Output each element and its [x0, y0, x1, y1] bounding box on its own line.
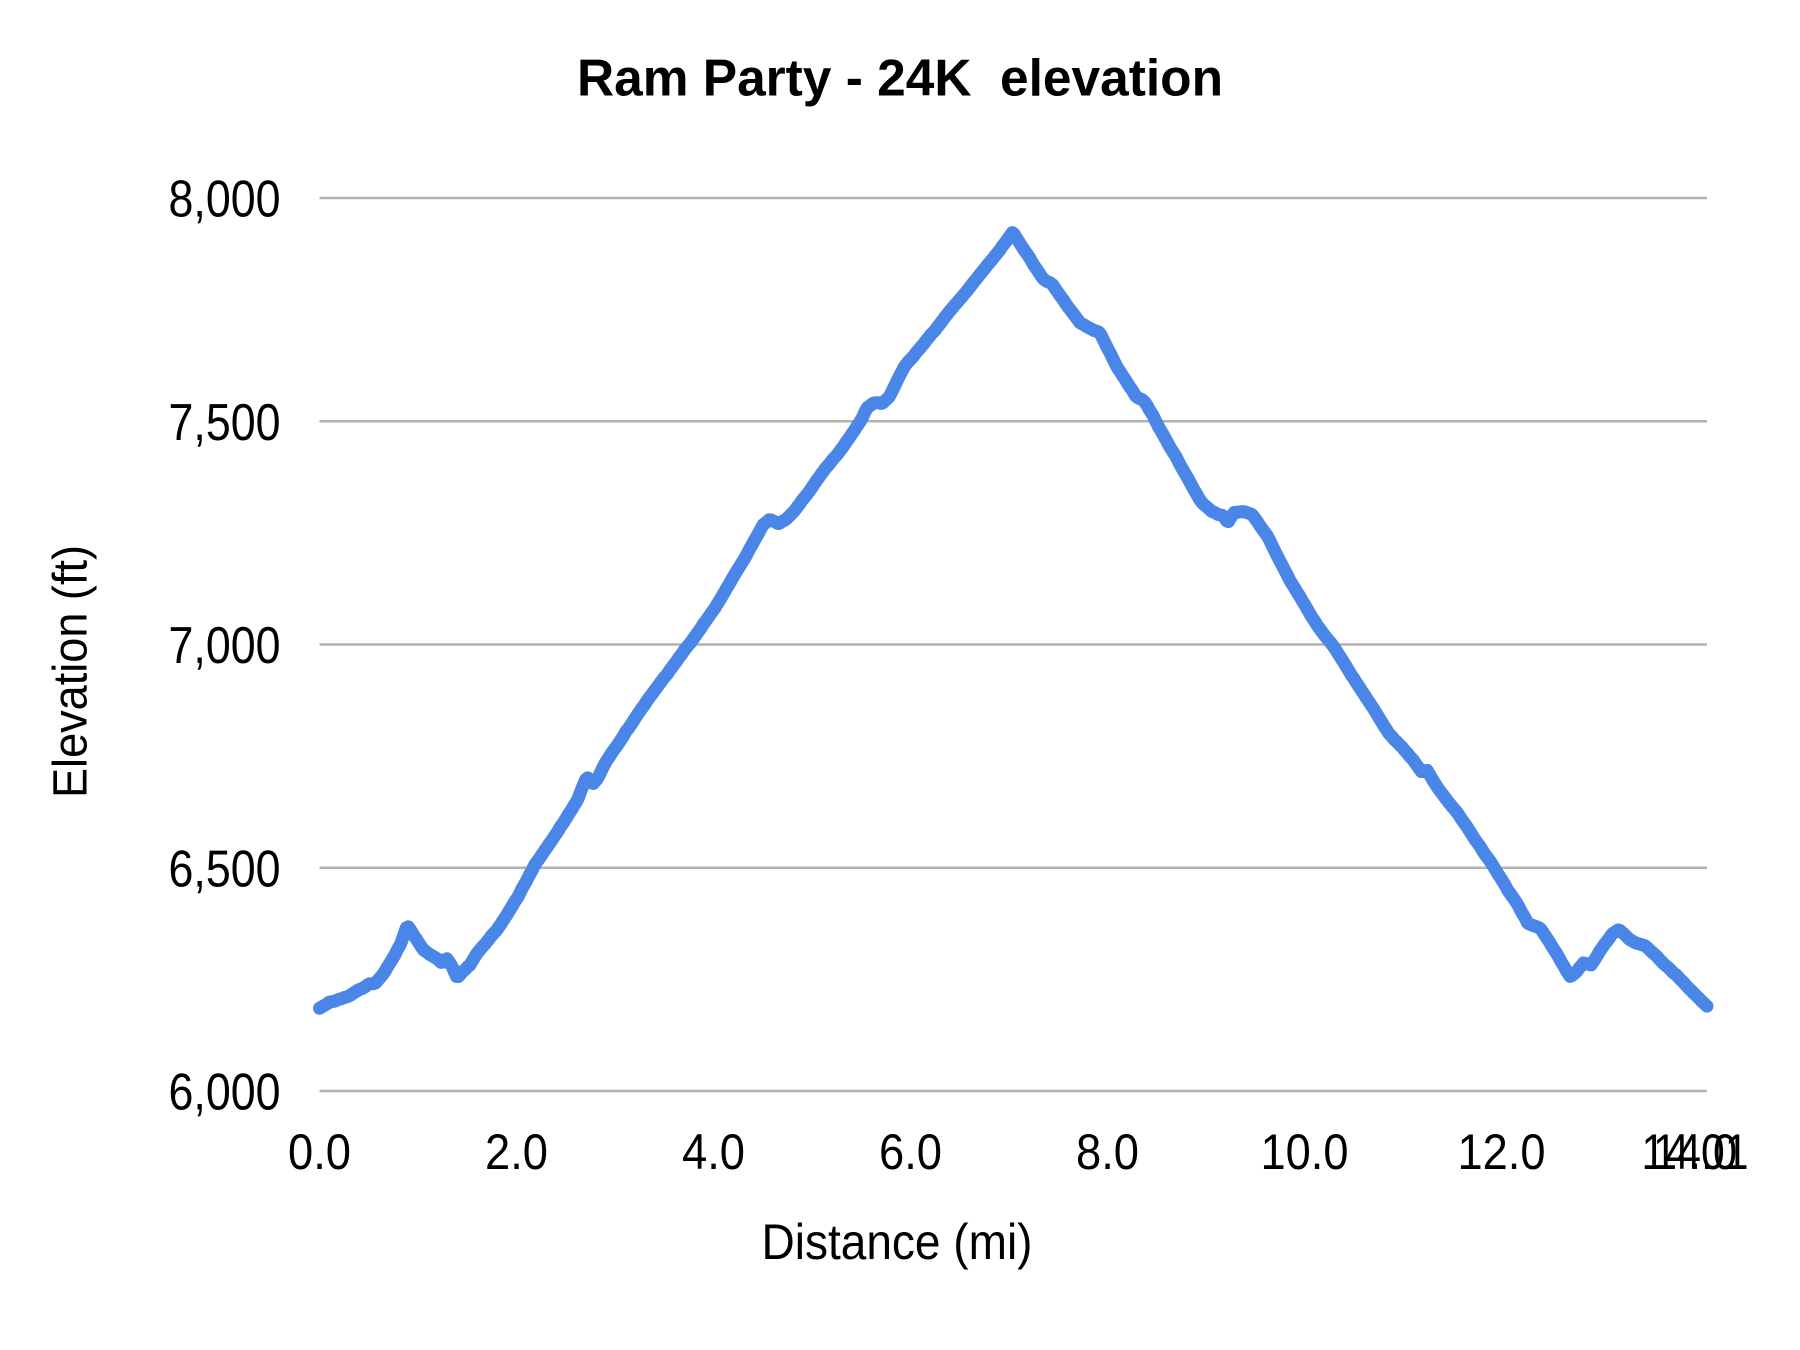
svg-text:6,000: 6,000: [169, 1064, 281, 1122]
svg-text:7,500: 7,500: [169, 394, 281, 452]
svg-text:12.0: 12.0: [1458, 1124, 1546, 1180]
svg-text:14.01: 14.01: [1642, 1124, 1749, 1180]
svg-text:2.0: 2.0: [485, 1124, 548, 1180]
svg-text:6.0: 6.0: [879, 1124, 942, 1180]
svg-text:14.0: 14.0: [1653, 1124, 1737, 1180]
svg-text:Distance (mi): Distance (mi): [762, 1214, 1033, 1270]
svg-text:4.0: 4.0: [682, 1124, 745, 1180]
svg-text:6,500: 6,500: [169, 840, 281, 898]
svg-text:0.0: 0.0: [288, 1124, 351, 1180]
svg-text:7,000: 7,000: [169, 617, 281, 675]
svg-text:10.0: 10.0: [1261, 1124, 1349, 1180]
svg-text:Elevation (ft): Elevation (ft): [45, 545, 98, 798]
svg-text:8,000: 8,000: [169, 171, 281, 229]
svg-text:8.0: 8.0: [1076, 1124, 1139, 1180]
svg-text:Ram Party - 24K elevation: Ram Party - 24K elevation: [577, 50, 1223, 108]
